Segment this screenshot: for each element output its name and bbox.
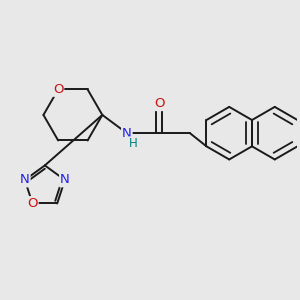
Text: O: O — [27, 197, 38, 210]
Text: N: N — [60, 173, 70, 187]
Text: N: N — [20, 173, 30, 187]
Text: O: O — [154, 97, 164, 110]
Text: N: N — [122, 127, 132, 140]
Text: O: O — [53, 83, 63, 96]
Text: H: H — [129, 137, 137, 150]
